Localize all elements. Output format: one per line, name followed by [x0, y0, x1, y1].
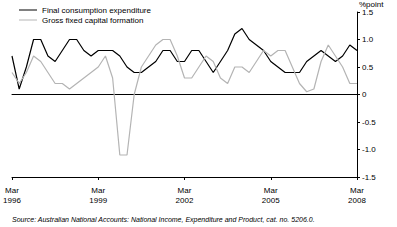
svg-text:2008: 2008	[348, 196, 366, 205]
svg-text:-0.5: -0.5	[362, 118, 376, 127]
svg-text:Mar: Mar	[264, 186, 278, 195]
svg-text:0: 0	[362, 90, 367, 99]
svg-text:1.0: 1.0	[362, 35, 374, 44]
svg-text:Source: Australian National Ac: Source: Australian National Accounts: Na…	[12, 216, 315, 224]
svg-text:0.5: 0.5	[362, 63, 374, 72]
svg-text:Gross fixed capital formation: Gross fixed capital formation	[42, 16, 143, 25]
svg-text:1999: 1999	[89, 196, 107, 205]
svg-text:Mar: Mar	[350, 186, 364, 195]
svg-text:-1.0: -1.0	[362, 145, 376, 154]
svg-text:1996: 1996	[3, 196, 21, 205]
svg-text:Final consumption expenditure: Final consumption expenditure	[42, 6, 152, 15]
svg-text:Mar: Mar	[5, 186, 19, 195]
svg-text:Mar: Mar	[91, 186, 105, 195]
svg-text:1.5: 1.5	[362, 8, 374, 17]
svg-text:2002: 2002	[176, 196, 194, 205]
svg-text:2005: 2005	[262, 196, 280, 205]
svg-text:-1.5: -1.5	[362, 173, 376, 182]
svg-text:Mar: Mar	[178, 186, 192, 195]
